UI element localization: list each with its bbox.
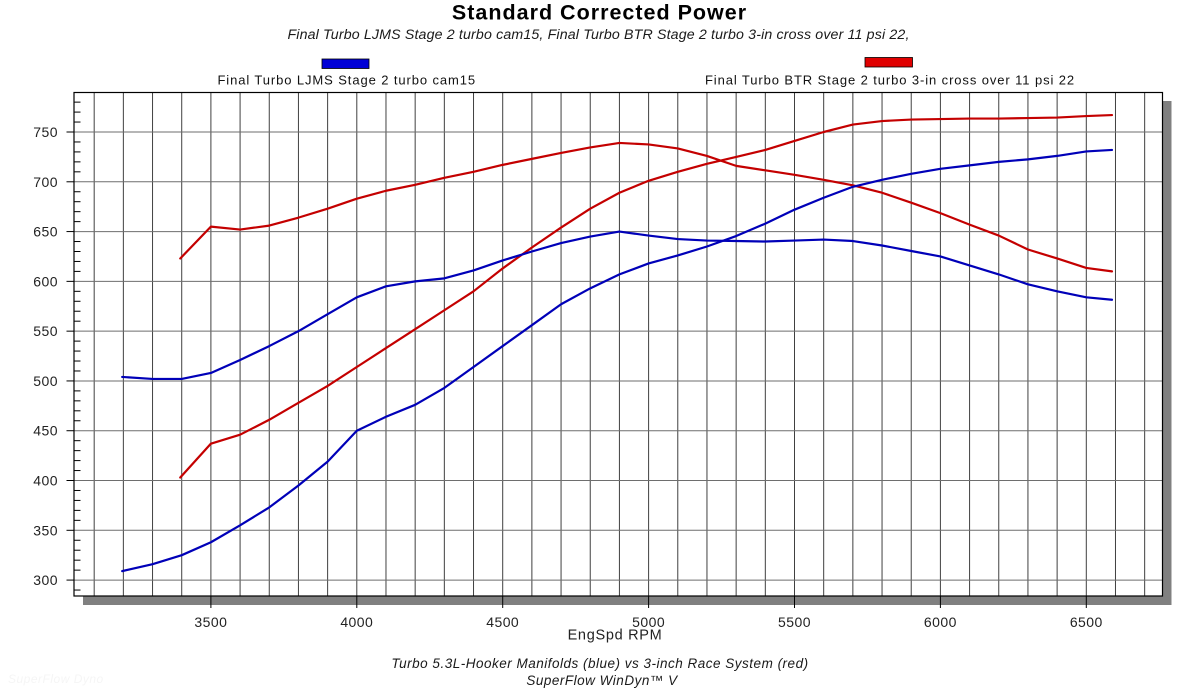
- svg-text:Standard Corrected Power: Standard Corrected Power: [452, 1, 747, 25]
- svg-text:500: 500: [33, 373, 58, 389]
- svg-text:5000: 5000: [632, 614, 665, 630]
- svg-text:6500: 6500: [1070, 614, 1103, 630]
- svg-text:450: 450: [33, 423, 58, 439]
- svg-text:600: 600: [33, 273, 58, 289]
- svg-text:550: 550: [33, 323, 58, 339]
- svg-text:Final Turbo BTR Stage 2 turbo: Final Turbo BTR Stage 2 turbo 3-in cross…: [705, 72, 1075, 87]
- svg-text:SuperFlow WinDyn™ V: SuperFlow WinDyn™ V: [526, 673, 679, 688]
- svg-text:5500: 5500: [778, 614, 811, 630]
- svg-text:6000: 6000: [924, 614, 957, 630]
- svg-text:700: 700: [33, 174, 58, 190]
- svg-text:4000: 4000: [340, 614, 373, 630]
- svg-text:EngSpd RPM: EngSpd RPM: [568, 628, 663, 644]
- svg-text:SuperFlow Dyno: SuperFlow Dyno: [8, 672, 104, 686]
- svg-text:650: 650: [33, 224, 58, 240]
- svg-text:Final Turbo LJMS Stage 2 turbo: Final Turbo LJMS Stage 2 turbo cam15: [217, 72, 476, 87]
- svg-text:4500: 4500: [486, 614, 519, 630]
- svg-text:300: 300: [33, 572, 58, 588]
- svg-text:750: 750: [33, 124, 58, 140]
- svg-text:3500: 3500: [194, 614, 227, 630]
- svg-text:350: 350: [33, 522, 58, 538]
- svg-text:400: 400: [33, 473, 58, 489]
- svg-text:Final Turbo LJMS Stage 2 turbo: Final Turbo LJMS Stage 2 turbo cam15, Fi…: [287, 27, 909, 43]
- svg-text:Turbo 5.3L-Hooker Manifolds (b: Turbo 5.3L-Hooker Manifolds (blue) vs 3-…: [391, 656, 808, 671]
